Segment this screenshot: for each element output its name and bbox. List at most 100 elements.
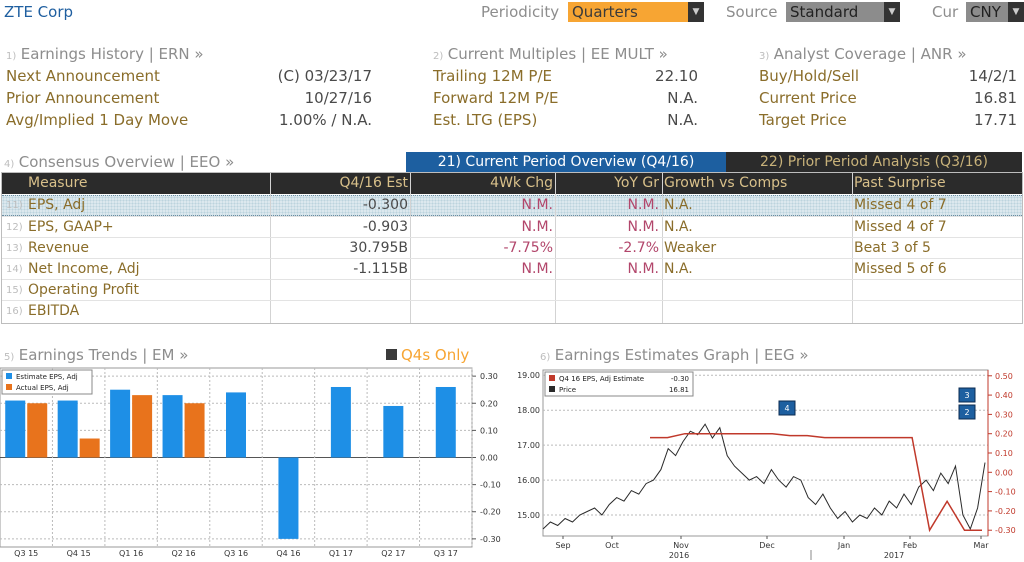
legend-box [1,369,93,395]
legend-value: -0.30 [671,375,689,383]
x-tick-label: Dec [759,541,774,550]
estimate-bar[interactable] [110,389,131,458]
column-header[interactable]: Measure [28,175,88,191]
left-axis-label: 16.00 [517,476,540,485]
past-surprise-cell: Missed 4 of 7 [854,219,947,235]
forward-pe-label: Forward 12M P/E [433,89,559,107]
event-marker-label: 2 [964,408,969,417]
x-tick-label: Feb [903,541,917,550]
row-number: 12) [6,222,23,233]
past-surprise-cell: Missed 4 of 7 [854,197,947,213]
measure-cell: EPS, GAAP+ [28,219,114,235]
estimate-cell: -0.903 [362,219,408,235]
est-ltg-label: Est. LTG (EPS) [433,111,538,129]
x-tick-label: Q3 17 [434,549,458,558]
x-tick-label: Q1 16 [119,549,143,558]
measure-cell: EPS, Adj [28,197,86,213]
estimate-bar[interactable] [435,386,456,458]
table-row[interactable]: 13) Revenue 30.795B -7.75% -2.7% Weaker Beat 3… [2,237,1022,258]
estimate-bar[interactable] [226,392,246,458]
target-price-value: 17.71 [974,111,1017,129]
year-label: 2016 [669,551,689,560]
growth-vs-comps-cell: Weaker [664,240,717,256]
table-row[interactable]: 16) EBITDA [2,300,1022,321]
estimate-bar[interactable] [278,457,299,539]
column-header[interactable]: 4Wk Chg [490,175,553,191]
right-axis-label: 0.40 [995,391,1013,400]
section-number: 6) [540,352,551,363]
consensus-table: Measure Q4/16 Est 4Wk Chg YoY Gr Growth … [1,172,1023,324]
yoy-growth-cell: N.M. [627,197,659,213]
section-number: 5) [4,352,15,363]
four-week-change-cell: N.M. [521,261,553,277]
security-title: ZTE Corp [4,3,74,21]
legend-value: 16.81 [669,386,689,394]
left-axis-label: 18.00 [517,406,540,415]
estimate-bar[interactable] [162,395,183,458]
buy-hold-sell-value: 14/2/1 [968,67,1017,85]
actual-bar[interactable] [132,395,153,458]
y-tick-label: -0.30 [480,535,501,544]
x-tick-label: Q3 15 [14,549,38,558]
event-marker-label: 3 [964,391,969,400]
past-surprise-cell: Beat 3 of 5 [854,240,931,256]
current-multiples-header[interactable]: 2) Current Multiples | EE MULT » [433,45,668,63]
price-line [542,423,986,531]
actual-bar[interactable] [79,438,100,458]
q4s-only-label: Q4s Only [401,346,470,364]
source-select[interactable]: Standard ▼ [786,2,900,22]
x-tick-label: Q4 16 [276,549,300,558]
actual-bar[interactable] [184,403,205,458]
est-ltg-value: N.A. [667,111,698,129]
consensus-header[interactable]: 4) Consensus Overview | EEO » [4,153,234,171]
y-tick-label: -0.20 [480,508,501,517]
x-tick-label: Mar [973,541,989,550]
column-divider [555,173,556,323]
event-marker-label: 4 [784,404,789,413]
currency-select[interactable]: CNY ▼ [966,2,1024,22]
tab-current-period[interactable]: 21) Current Period Overview (Q4/16) [406,152,726,172]
column-divider [410,173,411,323]
x-tick-label: Nov [673,541,689,550]
estimates-graph-header[interactable]: 6) Earnings Estimates Graph | EEG » [540,346,809,364]
actual-bar[interactable] [27,403,48,458]
estimate-bar[interactable] [383,405,404,458]
right-axis-label: -0.30 [995,526,1016,535]
legend-label: Q4 16 EPS, Adj Estimate [559,375,644,383]
column-header[interactable]: Growth vs Comps [664,175,788,191]
table-row[interactable]: 15) Operating Profit [2,279,1022,300]
chevron-down-icon: ▼ [1008,2,1024,22]
event-marker[interactable] [958,387,976,403]
column-header[interactable]: Q4/16 Est [339,175,408,191]
table-row[interactable]: 14) Net Income, Adj -1.115B N.M. N.M. N.A. Mis… [2,258,1022,279]
analyst-coverage-header[interactable]: 3) Analyst Coverage | ANR » [759,45,967,63]
earnings-trends-header[interactable]: 5) Earnings Trends | EM » [4,346,188,364]
periodicity-value: Quarters [572,3,638,21]
column-header[interactable]: YoY Gr [614,175,659,191]
section-number: 3) [759,51,770,62]
estimate-bar[interactable] [5,400,26,458]
tab-prior-period[interactable]: 22) Prior Period Analysis (Q3/16) [726,152,1022,172]
four-week-change-cell: -7.75% [503,240,553,256]
past-surprise-cell: Missed 5 of 6 [854,261,947,277]
right-axis-label: -0.20 [995,507,1016,516]
right-axis-label: 0.50 [995,372,1013,381]
estimate-cell [270,301,408,322]
currency-label: Cur [932,3,959,21]
section-number: 2) [433,51,444,62]
yoy-growth-cell [555,280,659,301]
next-announcement-label: Next Announcement [6,67,160,85]
event-marker[interactable] [778,400,796,416]
x-tick-label: Q2 16 [172,549,196,558]
row-number: 16) [6,306,23,317]
table-row[interactable]: 12) EPS, GAAP+ -0.903 N.M. N.M. N.A. Missed 4 … [2,216,1022,237]
column-header[interactable]: Past Surprise [854,175,946,191]
earnings-history-header[interactable]: 1) Earnings History | ERN » [6,45,204,63]
estimate-bar[interactable] [330,386,351,458]
right-axis-label: -0.10 [995,488,1016,497]
prior-announcement-label: Prior Announcement [6,89,160,107]
periodicity-select[interactable]: Quarters ▼ [568,2,704,22]
table-row[interactable]: 11) EPS, Adj -0.300 N.M. N.M. N.A. Missed 4 of… [2,195,1022,216]
event-marker[interactable] [958,404,976,420]
estimate-bar[interactable] [57,400,78,458]
